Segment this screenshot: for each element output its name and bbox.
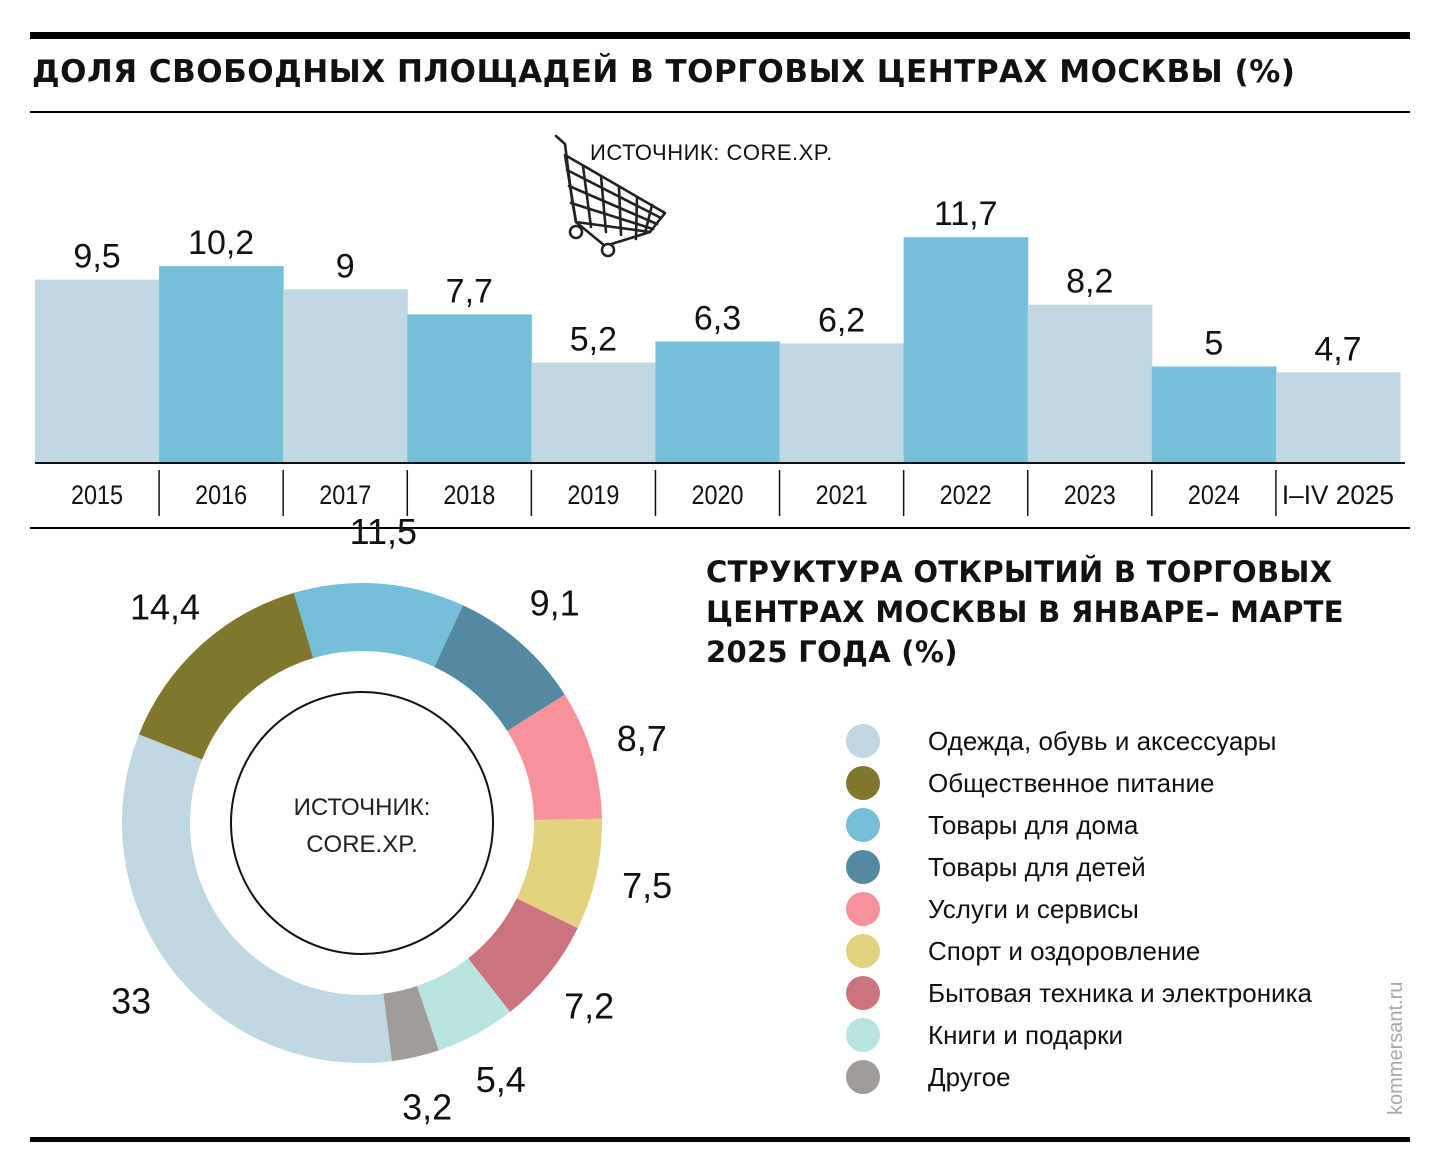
slice-value-label: 14,4 [130,586,200,627]
top-rule [30,32,1410,39]
x-tick-label: 2022 [940,480,992,510]
x-tick-label: I–IV 2025 [1282,480,1394,510]
x-tick-label: 2018 [443,480,495,510]
donut-source-line2: CORE.XP. [306,831,418,858]
donut-legend: Одежда, обувь и аксессуары Общественное п… [846,720,1312,1098]
bar-2020 [655,341,781,463]
donut-slice [516,818,602,929]
legend-label: Одежда, обувь и аксессуары [928,725,1277,756]
legend-swatch [846,934,880,968]
donut-slice [138,592,314,760]
bar-2019 [531,362,656,463]
legend-label: Услуги и сервисы [928,893,1139,924]
legend-item: Бытовая техника и электроника [846,972,1312,1014]
legend-item: Общественное питание [846,762,1312,804]
donut-slice [507,694,602,820]
bar-value-label: 9,5 [73,238,120,276]
bar-2022 [903,237,1029,463]
donut-slice [417,958,511,1051]
bar-chart: 9,5 10,2 9 7,7 5,2 6,3 6,2 11,7 8,2 5 4,7 2015 2016… [35,134,1405,516]
legend-item: Товары для дома [846,804,1312,846]
slice-value-label: 7,2 [564,986,614,1027]
legend-item: Другое [846,1056,1312,1098]
slice-value-label: 7,5 [622,865,672,906]
x-tick-label: 2020 [692,480,744,510]
donut-slice [293,583,464,667]
donut-inner-circle [230,691,494,955]
legend-label: Книги и подарки [928,1019,1123,1050]
bar-chart-source: ИСТОЧНИК: CORE.XP. [590,140,833,165]
donut-slice [468,898,578,1012]
legend-item: Товары для детей [846,846,1312,888]
credit-text: kommersant.ru [1385,981,1407,1115]
section-divider [30,527,1410,529]
x-tick-label: 2015 [71,480,123,510]
slice-value-label: 11,5 [350,511,417,552]
x-tick-label: 2021 [816,480,868,510]
legend-swatch [846,850,880,884]
legend-label: Товары для детей [928,851,1146,882]
donut-source-line1: ИСТОЧНИК: [294,794,431,821]
legend-swatch [846,808,880,842]
legend-swatch [846,1060,880,1094]
x-tick-label: 2024 [1188,480,1240,510]
donut-slice [434,605,565,731]
x-tick-label: 2023 [1064,480,1116,510]
bar-2015 [35,279,160,463]
bar-value-label: 10,2 [188,224,254,262]
slice-value-label: 33 [111,981,151,1022]
legend-label: Общественное питание [928,767,1215,798]
x-tick-label: 2017 [319,480,371,510]
donut-chart-title: СТРУКТУРА ОТКРЫТИЙ В ТОРГОВЫХ ЦЕНТРАХ МО… [706,555,1344,669]
legend-swatch [846,892,880,926]
legend-item: Одежда, обувь и аксессуары [846,720,1312,762]
bar-value-label: 7,7 [446,272,493,310]
legend-item: Спорт и оздоровление [846,930,1312,972]
slice-value-label: 3,2 [402,1087,452,1128]
bar-2021 [779,343,905,463]
legend-swatch [846,1018,880,1052]
bar-value-label: 9 [336,247,355,285]
legend-swatch [846,976,880,1010]
bar-2023 [1027,304,1153,463]
bar-2024 [1151,366,1277,463]
bar-2018 [407,314,532,463]
legend-item: Услуги и сервисы [846,888,1312,930]
bar-value-label: 6,3 [694,299,741,337]
bar-value-label: 11,7 [934,195,998,233]
x-tick-label: 2019 [567,480,619,510]
legend-label: Товары для дома [928,809,1139,840]
bar-value-label: 8,2 [1066,263,1113,301]
legend-label: Другое [928,1061,1011,1092]
bar-value-label: 5,2 [570,321,617,359]
legend-swatch [846,724,880,758]
legend-label: Бытовая техника и электроника [928,977,1312,1008]
bottom-rule [30,1137,1410,1142]
donut-slice [121,734,392,1063]
x-tick-label: 2016 [195,480,247,510]
bar-2017 [283,289,408,463]
legend-item: Книги и подарки [846,1014,1312,1056]
shopping-cart-icon [554,134,667,258]
bar-value-label: 6,2 [818,301,865,339]
bar-I–IV 2025 [1275,372,1401,463]
slice-value-label: 5,4 [476,1059,526,1100]
bar-value-label: 5 [1204,325,1223,363]
legend-swatch [846,766,880,800]
bar-2016 [159,266,284,463]
slice-value-label: 8,7 [617,718,667,759]
title-divider [30,111,1410,113]
bar-chart-title: ДОЛЯ СВОБОДНЫХ ПЛОЩАДЕЙ В ТОРГОВЫХ ЦЕНТР… [32,54,1296,90]
bar-value-label: 4,7 [1314,330,1361,368]
legend-label: Спорт и оздоровление [928,935,1201,966]
donut-slice [383,985,439,1062]
slice-value-label: 9,1 [530,583,580,624]
